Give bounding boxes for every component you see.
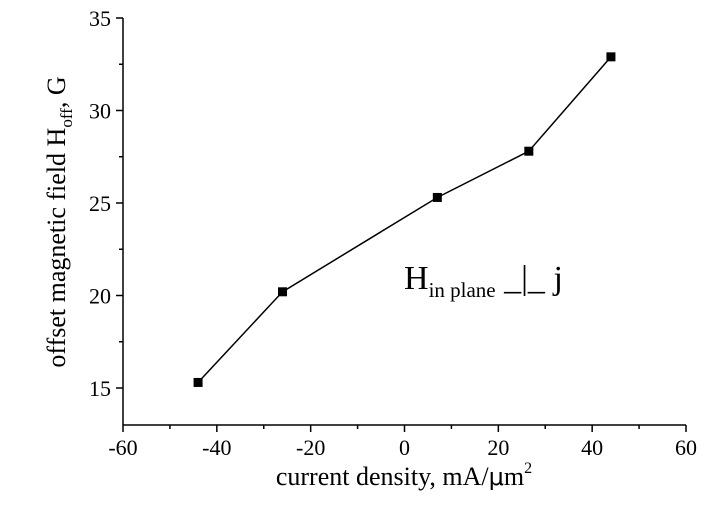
axes [122,18,686,426]
y-ticks: 15 20 25 30 35 [89,6,123,401]
y-tick-label: 35 [89,6,111,31]
x-tick-label: 20 [487,435,509,460]
plane-annotation: Hin plane _|_ j [404,260,563,302]
y-tick-label: 15 [89,376,111,401]
y-axis-label: offset magnetic field Hoff, G [42,76,76,367]
y-tick-label: 20 [89,284,111,309]
x-axis-label: current density, mA/μm2 [276,460,532,491]
data-point [606,52,616,62]
x-ticks: -60 -40 -20 0 20 40 60 [108,425,697,460]
data-series [193,52,616,387]
series-line [197,56,612,383]
x-tick-label: 0 [399,435,410,460]
data-point [524,146,534,156]
y-tick-label: 30 [89,99,111,124]
data-point [432,192,442,202]
data-point [278,287,288,297]
x-tick-label: -40 [202,435,231,460]
x-tick-label: 60 [675,435,697,460]
data-point [193,377,203,387]
x-tick-label: -20 [296,435,325,460]
x-tick-label: 40 [581,435,603,460]
y-tick-label: 25 [89,191,111,216]
x-tick-label: -60 [108,435,137,460]
